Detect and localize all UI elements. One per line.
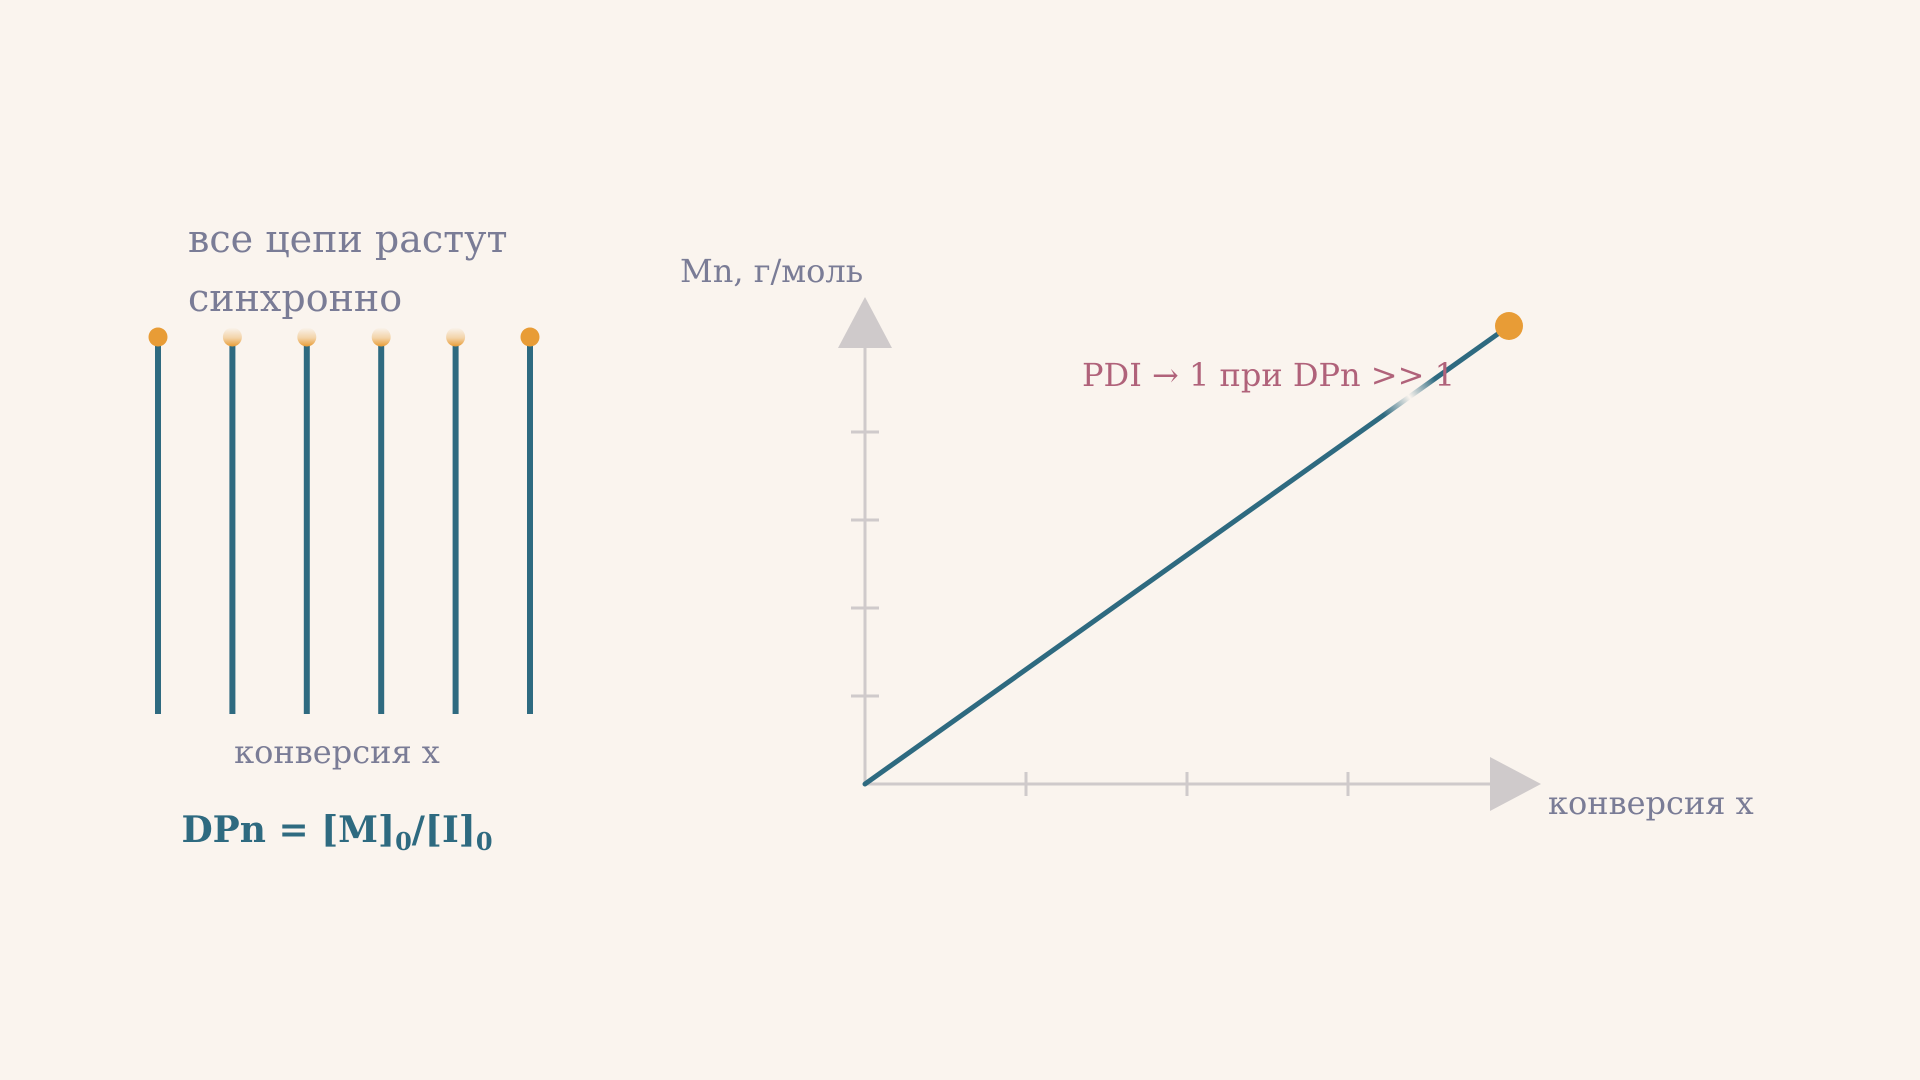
x-axis-arrow-icon	[1490, 757, 1541, 811]
formula-sub2: 0	[476, 827, 493, 856]
chain-end-bead	[371, 327, 391, 347]
dpn-formula: DPn = [M]0/[I]0	[181, 809, 492, 856]
x-axis-ticks	[1024, 772, 1350, 796]
x-axis-label: конверсия x	[1548, 784, 1754, 822]
formula-prefix: DPn = [M]	[181, 809, 395, 851]
mn-conversion-chart: Mn, г/моль конверсия x PDI → 1 при DPn >…	[680, 252, 1754, 822]
chain-end-bead	[148, 327, 168, 347]
chains-caption-line1: все цепи растут	[188, 217, 508, 261]
formula-middle: /[I]	[412, 809, 476, 851]
formula-sub1: 0	[395, 827, 412, 856]
polymer-chains	[148, 327, 540, 714]
mn-series-line	[862, 323, 1512, 787]
y-axis-label: Mn, г/моль	[680, 252, 863, 290]
y-axis-arrow-icon	[838, 297, 892, 348]
chain-end-bead	[297, 327, 317, 347]
y-axis-ticks	[851, 430, 879, 698]
series-end-point	[1495, 312, 1523, 340]
pdi-annotation: PDI → 1 при DPn >> 1	[1082, 356, 1455, 394]
chains-panel: все цепи растут синхронно конверсия x DP…	[148, 217, 540, 856]
chains-caption-line2: синхронно	[188, 276, 402, 320]
chain-end-bead	[520, 327, 540, 347]
chains-x-label: конверсия x	[234, 733, 440, 771]
chain-end-bead	[446, 327, 466, 347]
chain-end-bead	[222, 327, 242, 347]
